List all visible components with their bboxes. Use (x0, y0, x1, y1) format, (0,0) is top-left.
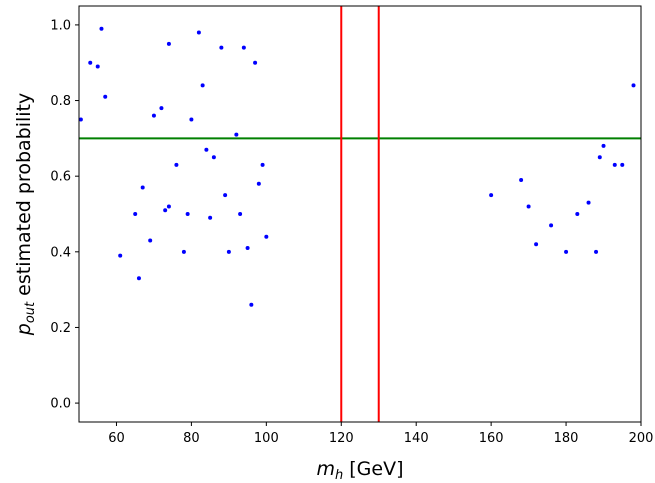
data-point (534, 242, 539, 247)
data-point (564, 249, 569, 254)
data-point (174, 162, 179, 167)
data-point (118, 253, 123, 258)
y-tick-label: 0.0 (50, 397, 71, 412)
data-point (256, 181, 261, 186)
data-point (586, 200, 591, 205)
data-point (264, 234, 269, 239)
points-layer (78, 26, 636, 307)
data-point (103, 94, 108, 99)
y-tick-label: 0.8 (50, 94, 71, 109)
x-axis-label: mh [GeV] (316, 458, 403, 483)
x-tick-label: 180 (554, 431, 579, 446)
x-tick-label: 80 (183, 431, 200, 446)
data-point (99, 26, 104, 31)
data-point (189, 117, 194, 122)
data-point (223, 193, 228, 198)
data-point (211, 155, 216, 160)
data-point (148, 238, 153, 243)
data-point (519, 177, 524, 182)
x-tick-label: 60 (108, 431, 125, 446)
data-point (238, 212, 243, 216)
data-point (601, 143, 606, 148)
x-tick-label: 140 (404, 431, 429, 446)
data-point (163, 208, 168, 213)
y-tick-label: 0.6 (50, 170, 71, 185)
data-point (78, 117, 83, 122)
data-point (241, 45, 246, 50)
data-point (136, 276, 141, 281)
data-point (196, 30, 201, 35)
data-point (489, 193, 494, 198)
data-point (133, 212, 138, 216)
y-axis-ticks: 0.0 0.2 0.4 0.6 0.8 1.0 (50, 18, 79, 412)
x-axis-ticks: 60 80 100 120 140 160 180 200 (108, 422, 653, 446)
y-tick-label: 1.0 (50, 18, 71, 33)
y-tick-label: 0.4 (50, 245, 71, 260)
data-point (159, 106, 164, 111)
data-point (594, 249, 599, 254)
data-point (249, 302, 254, 307)
data-point (208, 215, 213, 220)
reference-lines (79, 6, 641, 422)
x-tick-label: 120 (329, 431, 354, 446)
plot-frame (78, 5, 642, 423)
data-point (181, 249, 186, 254)
data-point (140, 185, 145, 190)
data-point (88, 60, 93, 65)
data-point (151, 113, 156, 118)
data-point (631, 83, 636, 88)
data-point (597, 155, 602, 160)
data-point (226, 249, 231, 254)
data-point (185, 212, 190, 216)
data-point (234, 132, 239, 137)
data-point (526, 204, 531, 209)
data-point (95, 64, 100, 69)
data-point (204, 147, 209, 152)
data-point (612, 162, 617, 167)
x-tick-label: 160 (479, 431, 504, 446)
data-point (219, 45, 224, 50)
data-point (620, 162, 625, 167)
data-point (575, 212, 580, 216)
data-point (200, 83, 205, 88)
data-point (260, 162, 265, 167)
data-point (549, 223, 554, 228)
data-point (253, 60, 258, 65)
plot-area (79, 6, 641, 422)
data-point (166, 41, 171, 46)
data-point (245, 246, 250, 251)
data-point (166, 204, 171, 209)
x-tick-label: 100 (254, 431, 279, 446)
y-axis-label: pout estimated probability (13, 93, 38, 336)
y-tick-label: 0.2 (50, 321, 71, 336)
x-tick-label: 200 (629, 431, 654, 446)
